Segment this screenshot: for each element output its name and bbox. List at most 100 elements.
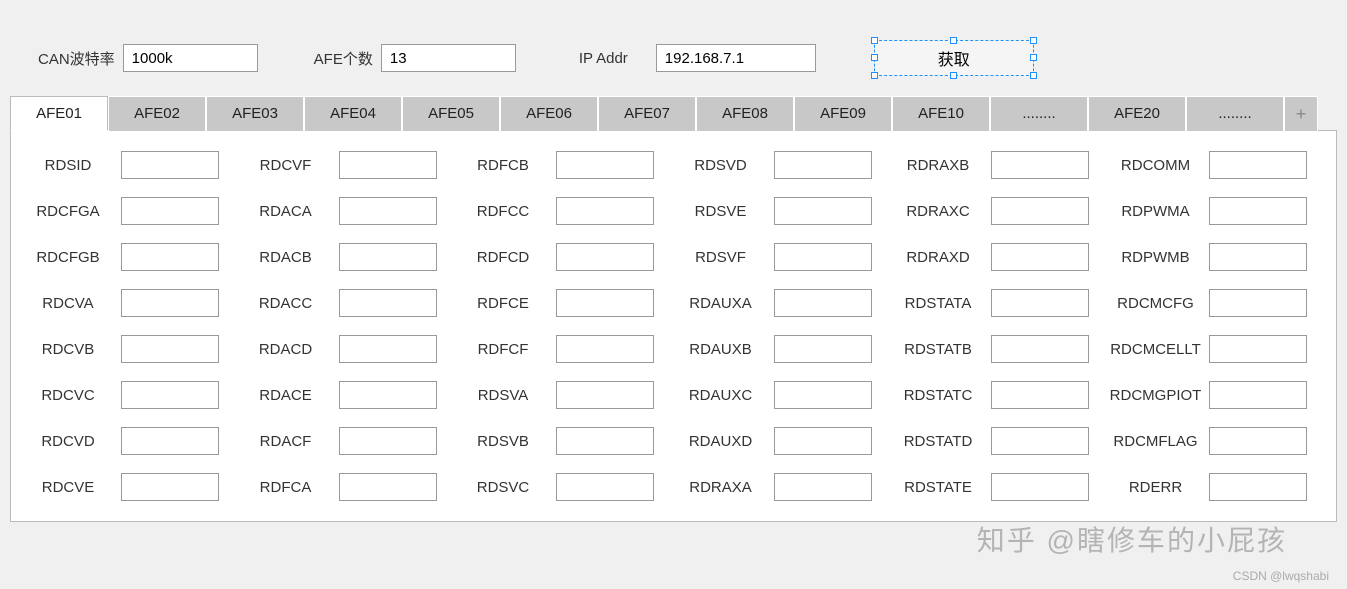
register-input-rdcmgpiot[interactable]: [1209, 381, 1307, 409]
register-input-rdauxc[interactable]: [774, 381, 872, 409]
register-input-rdcmflag[interactable]: [1209, 427, 1307, 455]
register-input-rdacc[interactable]: [339, 289, 437, 317]
register-label-rdfce: RDFCE: [456, 295, 556, 312]
register-input-rdcve[interactable]: [121, 473, 219, 501]
register-row: RDAUXA: [674, 289, 892, 317]
register-input-rdraxc[interactable]: [991, 197, 1089, 225]
selection-handle[interactable]: [871, 72, 878, 79]
register-input-rdacf[interactable]: [339, 427, 437, 455]
tab-afe04[interactable]: AFE04: [304, 96, 402, 131]
register-column: RDCOMMRDPWMARDPWMBRDCMCFGRDCMCELLTRDCMGP…: [1109, 151, 1327, 501]
register-input-rdsvf[interactable]: [774, 243, 872, 271]
register-input-rdcfga[interactable]: [121, 197, 219, 225]
register-input-rdauxa[interactable]: [774, 289, 872, 317]
afe-count-label: AFE个数: [314, 48, 373, 69]
selection-handle[interactable]: [1030, 54, 1037, 61]
register-input-rdfce[interactable]: [556, 289, 654, 317]
register-label-rdsve: RDSVE: [674, 203, 774, 220]
tab-afe08[interactable]: AFE08: [696, 96, 794, 131]
register-input-rdcvf[interactable]: [339, 151, 437, 179]
register-row: RDACE: [239, 381, 457, 409]
register-row: RDFCD: [456, 243, 674, 271]
register-label-rdacc: RDACC: [239, 295, 339, 312]
register-row: RDCVC: [21, 381, 239, 409]
tab-afe05[interactable]: AFE05: [402, 96, 500, 131]
register-input-rdcvb[interactable]: [121, 335, 219, 363]
tab-........[interactable]: ........: [1186, 96, 1284, 131]
register-row: RDCVF: [239, 151, 457, 179]
afe-count-input[interactable]: [381, 44, 516, 72]
selection-handle[interactable]: [950, 72, 957, 79]
ip-addr-input[interactable]: [656, 44, 816, 72]
register-input-rdcfgb[interactable]: [121, 243, 219, 271]
register-input-rdfcd[interactable]: [556, 243, 654, 271]
register-row: RDSTATD: [891, 427, 1109, 455]
register-input-rdsvc[interactable]: [556, 473, 654, 501]
register-column: RDFCBRDFCCRDFCDRDFCERDFCFRDSVARDSVBRDSVC: [456, 151, 674, 501]
selection-handle[interactable]: [871, 54, 878, 61]
register-input-rdcvd[interactable]: [121, 427, 219, 455]
register-row: RDCFGA: [21, 197, 239, 225]
tab-add-button[interactable]: +: [1284, 96, 1318, 131]
register-input-rdpwma[interactable]: [1209, 197, 1307, 225]
register-input-rdsve[interactable]: [774, 197, 872, 225]
register-input-rdstatd[interactable]: [991, 427, 1089, 455]
register-label-rdcvf: RDCVF: [239, 157, 339, 174]
register-input-rdfcb[interactable]: [556, 151, 654, 179]
register-label-rdacb: RDACB: [239, 249, 339, 266]
can-baud-input[interactable]: [123, 44, 258, 72]
register-input-rdace[interactable]: [339, 381, 437, 409]
register-row: RDACB: [239, 243, 457, 271]
register-input-rdsid[interactable]: [121, 151, 219, 179]
tab-afe02[interactable]: AFE02: [108, 96, 206, 131]
fetch-button[interactable]: 获取: [874, 40, 1034, 76]
register-input-rdcmcellt[interactable]: [1209, 335, 1307, 363]
register-input-rdstate[interactable]: [991, 473, 1089, 501]
register-label-rdacf: RDACF: [239, 433, 339, 450]
tab-afe01[interactable]: AFE01: [10, 96, 108, 131]
tab-afe03[interactable]: AFE03: [206, 96, 304, 131]
register-input-rdaca[interactable]: [339, 197, 437, 225]
register-input-rdcva[interactable]: [121, 289, 219, 317]
register-input-rdraxb[interactable]: [991, 151, 1089, 179]
register-input-rdfca[interactable]: [339, 473, 437, 501]
register-label-rdsvc: RDSVC: [456, 479, 556, 496]
tab-afe06[interactable]: AFE06: [500, 96, 598, 131]
register-input-rdpwmb[interactable]: [1209, 243, 1307, 271]
tab-afe10[interactable]: AFE10: [892, 96, 990, 131]
register-input-rdcomm[interactable]: [1209, 151, 1307, 179]
selection-handle[interactable]: [1030, 72, 1037, 79]
register-input-rdacd[interactable]: [339, 335, 437, 363]
register-row: RDSVA: [456, 381, 674, 409]
register-input-rdsvb[interactable]: [556, 427, 654, 455]
register-label-rdcfgb: RDCFGB: [21, 249, 121, 266]
register-input-rdraxa[interactable]: [774, 473, 872, 501]
register-input-rdauxb[interactable]: [774, 335, 872, 363]
register-input-rdstatb[interactable]: [991, 335, 1089, 363]
register-input-rdsvd[interactable]: [774, 151, 872, 179]
register-label-rdfcf: RDFCF: [456, 341, 556, 358]
register-input-rdauxd[interactable]: [774, 427, 872, 455]
register-input-rderr[interactable]: [1209, 473, 1307, 501]
register-input-rdraxd[interactable]: [991, 243, 1089, 271]
register-input-rdfcf[interactable]: [556, 335, 654, 363]
register-row: RDCVD: [21, 427, 239, 455]
register-input-rdacb[interactable]: [339, 243, 437, 271]
register-input-rdcvc[interactable]: [121, 381, 219, 409]
tab-afe09[interactable]: AFE09: [794, 96, 892, 131]
selection-handle[interactable]: [950, 37, 957, 44]
register-label-rdauxd: RDAUXD: [674, 433, 774, 450]
register-label-rdstate: RDSTATE: [891, 479, 991, 496]
selection-handle[interactable]: [871, 37, 878, 44]
register-input-rdstata[interactable]: [991, 289, 1089, 317]
tab-afe20[interactable]: AFE20: [1088, 96, 1186, 131]
register-input-rdstatc[interactable]: [991, 381, 1089, 409]
selection-handle[interactable]: [1030, 37, 1037, 44]
register-row: RDAUXB: [674, 335, 892, 363]
tab-........[interactable]: ........: [990, 96, 1088, 131]
register-input-rdcmcfg[interactable]: [1209, 289, 1307, 317]
register-input-rdsva[interactable]: [556, 381, 654, 409]
register-input-rdfcc[interactable]: [556, 197, 654, 225]
register-label-rdsvf: RDSVF: [674, 249, 774, 266]
tab-afe07[interactable]: AFE07: [598, 96, 696, 131]
